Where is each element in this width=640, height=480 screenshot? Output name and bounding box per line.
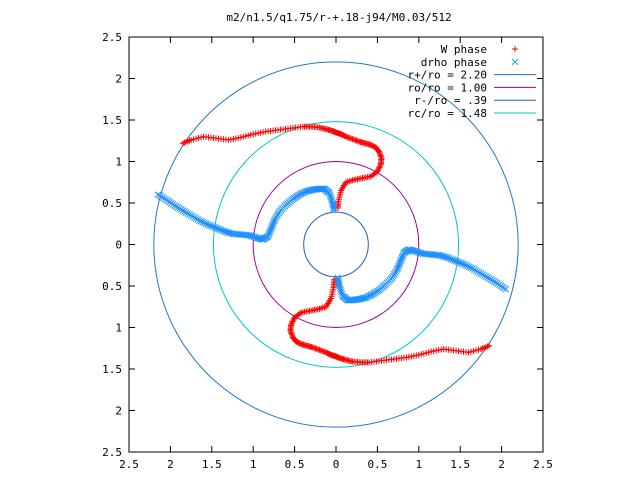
- drho-phase-point: [326, 189, 333, 197]
- y-tick-label: 1.5: [102, 114, 122, 127]
- w-phase-point: [290, 317, 297, 324]
- drho-phase-point: [326, 191, 334, 199]
- w-phase-point: [369, 172, 376, 179]
- drho-phase-point: [318, 185, 325, 193]
- drho-phase-point: [328, 195, 335, 203]
- y-tick-label: 0.5: [102, 197, 122, 210]
- w-phase-point: [290, 315, 297, 322]
- circle-r-ro: [303, 211, 369, 278]
- drho-phase-point: [336, 284, 344, 292]
- legend-marker: [511, 58, 519, 66]
- drho-phase-point: [327, 193, 335, 201]
- w-phase-point: [376, 164, 383, 171]
- x-tick-label: 2: [167, 458, 174, 471]
- drho-phase-point: [462, 261, 470, 269]
- y-tick-label: 2: [115, 405, 122, 418]
- w-phase-point: [375, 165, 382, 172]
- x-tick-label: 0.5: [285, 458, 305, 471]
- x-tick-label: 1: [250, 458, 257, 471]
- legend-label: W phase: [441, 43, 487, 56]
- drho-phase-point: [330, 204, 338, 212]
- x-tick-label: 1: [415, 458, 422, 471]
- legend-label: drho phase: [421, 56, 487, 69]
- x-tick-label: 2.5: [533, 458, 553, 471]
- y-tick-label: 2.5: [102, 446, 122, 459]
- drho-phase-point: [460, 261, 468, 268]
- y-tick-label: 1: [115, 322, 122, 335]
- drho-phase-point: [337, 288, 345, 296]
- drho-phase-point: [335, 282, 343, 290]
- w-phase-point: [486, 342, 493, 349]
- chart-title: m2/n1.5/q1.75/r-+.18-j94/M0.03/512: [226, 11, 451, 24]
- x-tick-label: 1.5: [202, 458, 222, 471]
- drho-phase-point: [465, 263, 473, 271]
- points-layer: [154, 123, 510, 366]
- drho-phase-point: [200, 219, 208, 227]
- legend-label: r-/ro = .39: [414, 94, 487, 107]
- drho-phase-point: [354, 296, 362, 303]
- x-tick-label: 2: [498, 458, 505, 471]
- drho-phase-point: [330, 206, 338, 213]
- y-tick-label: 2: [115, 73, 122, 86]
- drho-phase-point: [464, 262, 472, 270]
- x-tick-label: 0.5: [367, 458, 387, 471]
- y-tick-label: 0: [115, 239, 122, 252]
- drho-phase-point: [459, 260, 467, 268]
- w-phase-point: [377, 161, 384, 168]
- legend-marker: [512, 46, 518, 52]
- y-tick-label: 1: [115, 156, 122, 169]
- x-tick-label: 2.5: [119, 458, 139, 471]
- drho-phase-point: [197, 217, 205, 225]
- drho-phase-point: [408, 247, 416, 254]
- drho-phase-point: [199, 218, 207, 226]
- legend-label: r+/ro = 2.20: [408, 69, 487, 82]
- circle-roro: [252, 161, 420, 328]
- y-tick-label: 1.5: [102, 363, 122, 376]
- w-phase-point: [291, 314, 298, 321]
- w-phase-point: [377, 163, 384, 170]
- w-phase-point: [288, 319, 295, 326]
- drho-phase-point: [196, 217, 203, 224]
- drho-phase-point: [202, 220, 210, 228]
- drho-phase-point: [467, 264, 475, 272]
- drho-phase-point: [337, 286, 344, 294]
- axis-ticks: 2.5 2 1.5 1 0.5 0 0.5 1 1.5 2 2.52.521.510.500.511…: [102, 31, 553, 471]
- circle-r+ro: [153, 61, 519, 428]
- legend-label: rc/ro = 1.48: [408, 107, 487, 120]
- y-tick-label: 2.5: [102, 31, 122, 44]
- drho-phase-point: [502, 285, 510, 293]
- w-phase-point: [289, 318, 296, 325]
- x-tick-label: 0: [333, 458, 340, 471]
- y-tick-label: 0.5: [102, 280, 122, 293]
- drho-phase-point: [270, 217, 278, 225]
- x-tick-label: 1.5: [450, 458, 470, 471]
- legend-label: ro/ro = 1.00: [408, 81, 487, 94]
- circle-rcro: [212, 121, 460, 368]
